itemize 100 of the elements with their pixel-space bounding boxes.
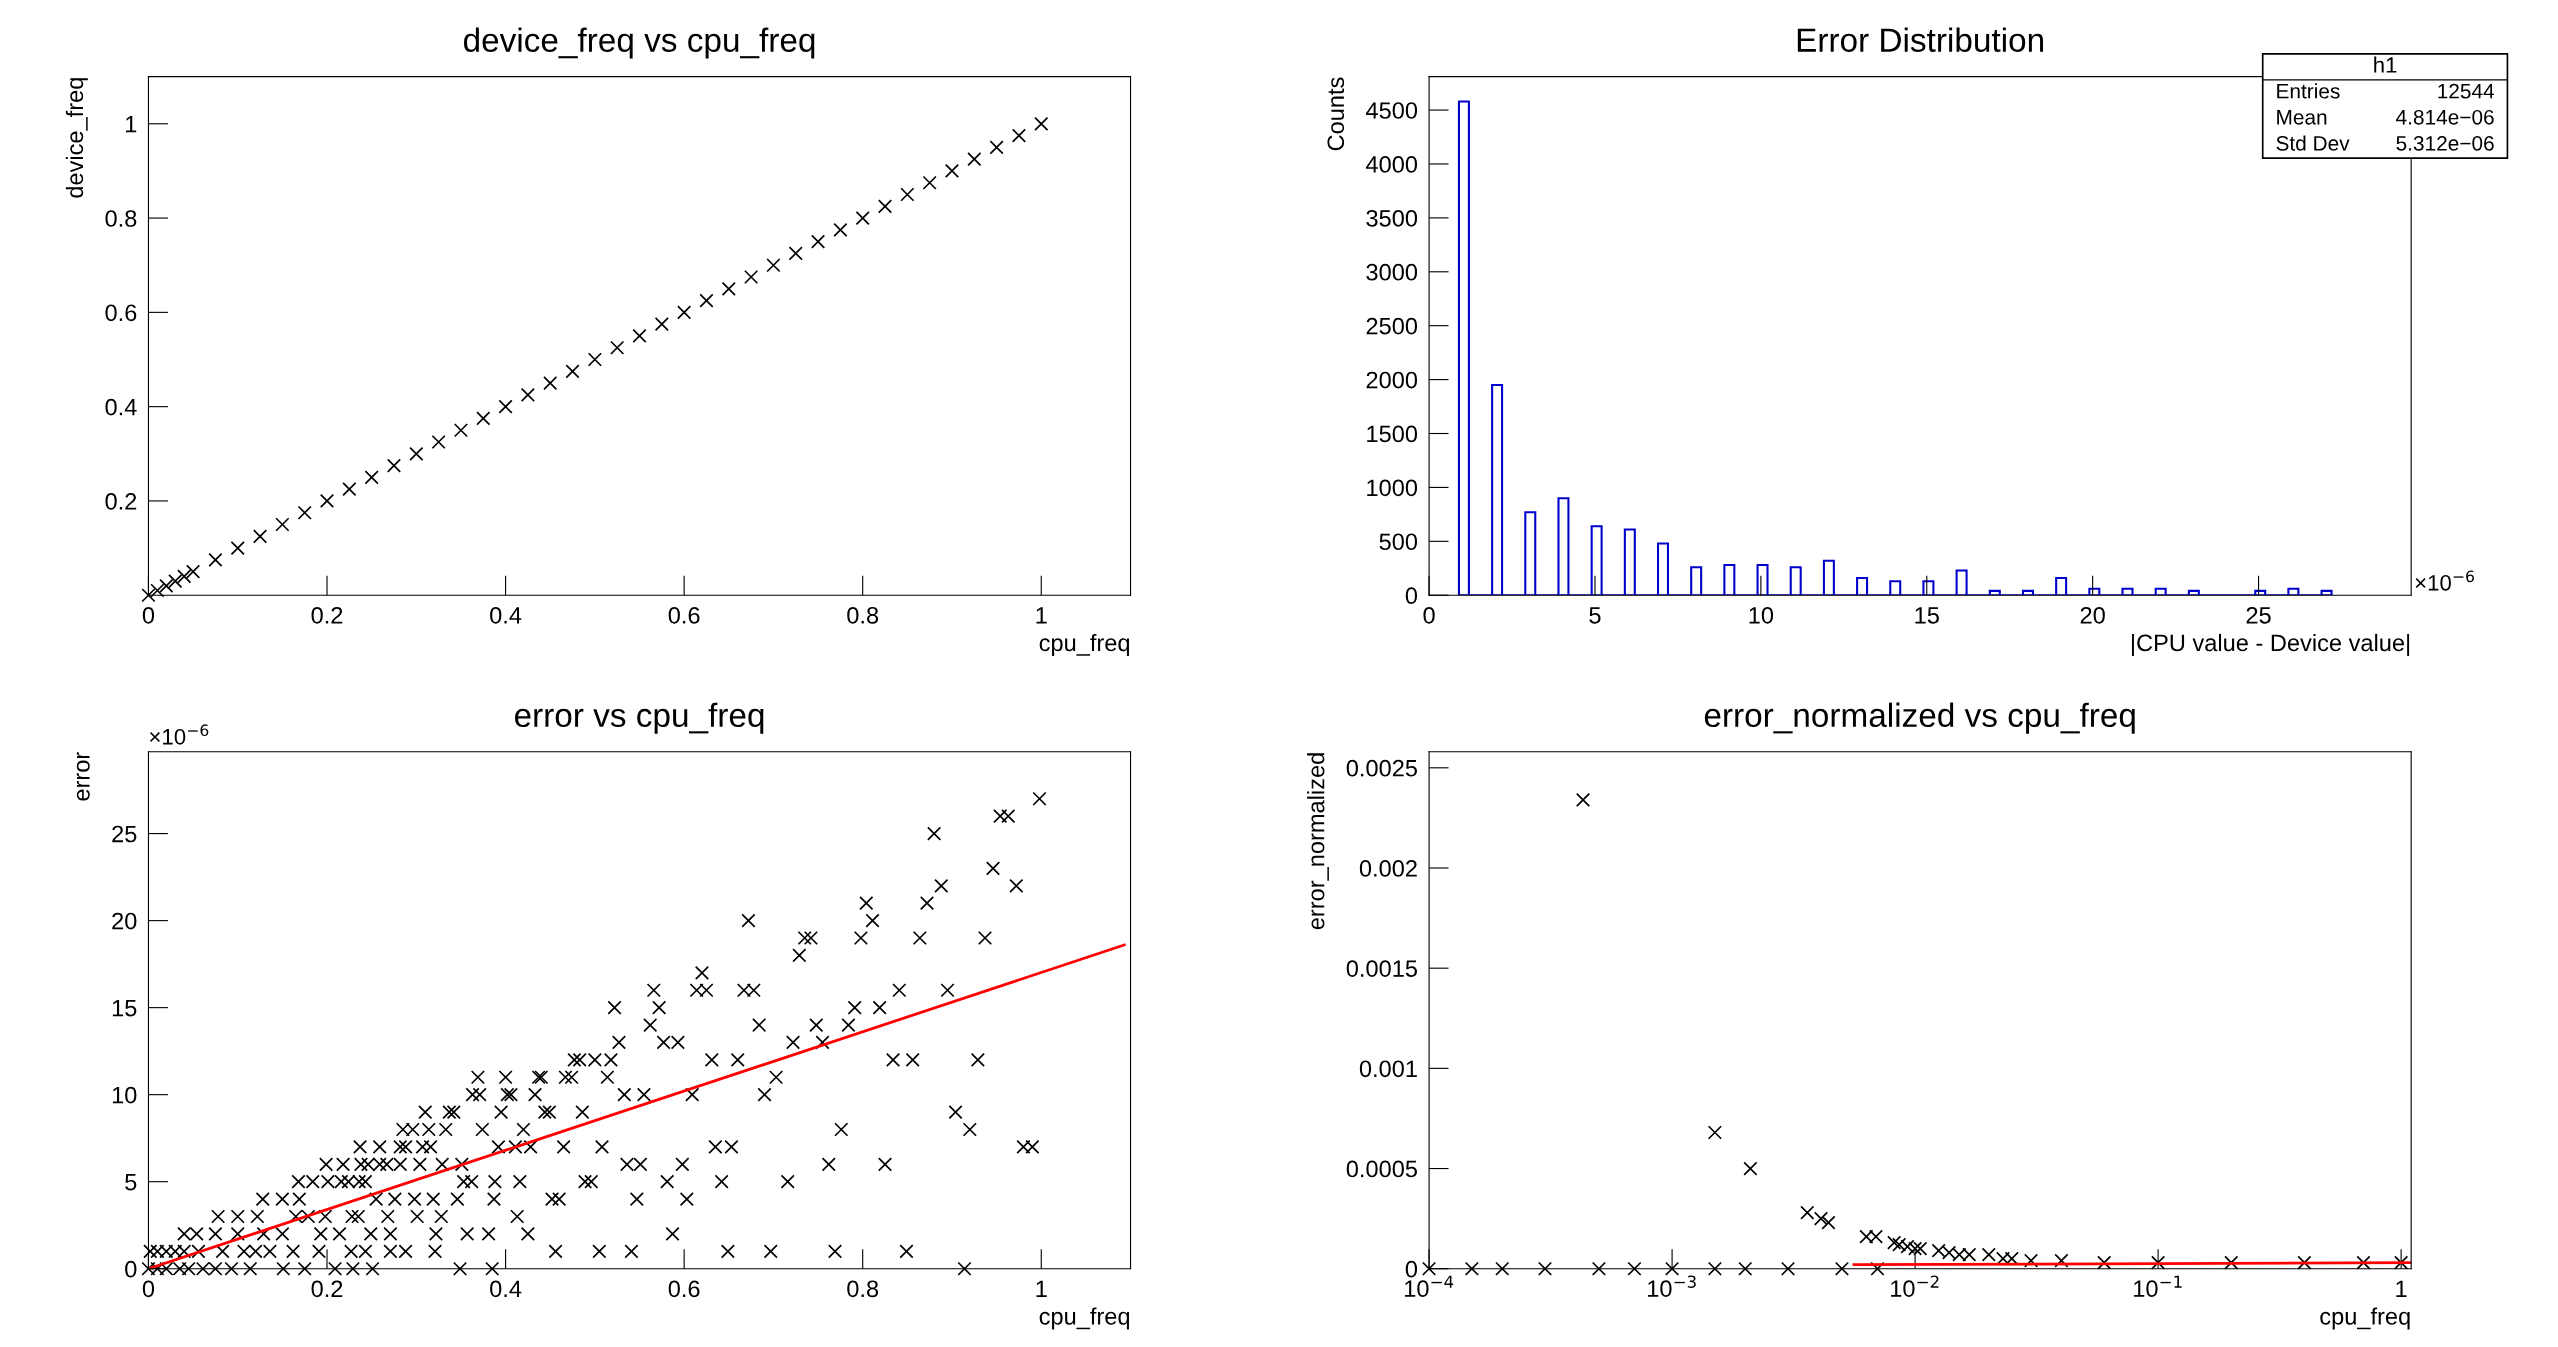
y-tick-label: 0.0015 [1346, 960, 1417, 977]
y-tick-label: 1 [126, 116, 137, 133]
point [788, 246, 803, 261]
y-tick-label: 4500 [1366, 102, 1418, 119]
point [1034, 116, 1049, 131]
y-axis-title: error [76, 752, 90, 801]
point [319, 493, 335, 509]
point [520, 387, 535, 402]
point [297, 505, 312, 520]
x-tick-label: 20 [2080, 606, 2105, 624]
point [900, 187, 915, 202]
y-tick-label: 2500 [1366, 317, 1418, 335]
point [632, 328, 647, 344]
chart-title: Error Distribution [1797, 27, 2044, 52]
text: 12544 [2438, 83, 2495, 99]
y-tick-label: 0.0005 [1346, 1160, 1417, 1178]
point [877, 199, 893, 214]
annotation: Std Dev [2276, 135, 2350, 151]
y-tick-label: 0.4 [105, 398, 137, 416]
point [855, 210, 870, 226]
x-tick-label: 0.8 [847, 1280, 879, 1298]
x-axis-title: |CPU value - Device value| [2132, 633, 2410, 657]
point [1011, 128, 1027, 143]
point [922, 175, 937, 190]
y-tick-label: 0 [125, 1260, 137, 1278]
point [386, 458, 402, 473]
y-tick-label: 15 [112, 999, 137, 1017]
x-axis-title: cpu_freq [1039, 1307, 1130, 1330]
x-tick-label: 0 [142, 1280, 155, 1298]
chart-title: error_normalized vs cpu_freq [1704, 702, 2135, 734]
point [342, 482, 357, 497]
x-tick-label: 0.6 [668, 1280, 700, 1298]
y-tick-label: 4000 [1366, 156, 1418, 173]
y-tick-label: 2000 [1366, 371, 1418, 389]
point [989, 140, 1004, 155]
point [431, 434, 446, 450]
x-tick-label: 1 [1036, 1280, 1047, 1297]
x-tick-label: 0.2 [311, 1280, 343, 1298]
point [721, 281, 736, 296]
point [833, 222, 848, 237]
x-tick-label: 1 [2396, 1280, 2407, 1297]
point [766, 258, 781, 273]
point [230, 540, 245, 556]
point [275, 517, 290, 532]
point [168, 573, 183, 589]
point [208, 552, 223, 567]
y-tick-label: 3000 [1366, 263, 1418, 281]
annotation: 4.814e−06 [2396, 109, 2494, 125]
y-tick-label: 1000 [1367, 479, 1418, 497]
x-axis-title: cpu_freq [2320, 1307, 2410, 1330]
x-axis-title: cpu_freq [1039, 633, 1130, 656]
y-axis-title: device_freq [65, 78, 88, 198]
y-axis-title: error_normalized [1307, 753, 1329, 930]
point [252, 529, 268, 544]
point [587, 352, 602, 367]
x-tick-label: 10$^{−2}$ [1891, 1275, 1939, 1297]
point [654, 317, 669, 332]
x-tick-label: 5 [1589, 607, 1601, 624]
point [476, 411, 491, 426]
annotation: 5.312e−06 [2396, 135, 2494, 151]
y-tick-label: 0 [1405, 587, 1418, 605]
point [498, 399, 513, 414]
x-tick-label: 0.4 [490, 1280, 522, 1298]
x-tick-label: 25 [2246, 606, 2271, 624]
text: ×10$^{−6}$ [150, 724, 209, 745]
point [565, 364, 580, 379]
x-tick-label: 10 [1749, 606, 1774, 624]
y-tick-label: 0.8 [105, 210, 137, 227]
point [409, 446, 424, 461]
point [967, 152, 982, 167]
y-tick-label: 0.002 [1359, 860, 1417, 877]
text: ×10$^{−6}$ [2415, 570, 2474, 591]
x-tick-label: 0 [142, 606, 155, 624]
x-tick-label: 15 [1915, 607, 1939, 624]
point [177, 569, 192, 584]
x-tick-label: 0.6 [668, 606, 700, 624]
y-tick-label: 25 [112, 825, 137, 843]
y-tick-label: 5 [125, 1174, 137, 1191]
point [453, 423, 469, 438]
point [364, 470, 379, 485]
annotation: Entries [2277, 83, 2340, 99]
y-tick-label: 1500 [1367, 425, 1418, 443]
x-tick-label: 0 [1423, 606, 1435, 624]
point [810, 234, 826, 249]
x-tick-label: 10$^{−3}$ [1648, 1275, 1696, 1297]
x-tick-label: 1 [1036, 607, 1047, 624]
y-tick-label: 500 [1379, 533, 1418, 551]
annotation: Mean [2277, 110, 2327, 125]
chart-title: error vs cpu_freq [514, 702, 764, 734]
point [744, 269, 759, 285]
text: h1 [2374, 56, 2397, 73]
y-tick-label: 3500 [1366, 209, 1418, 227]
x-tick-label: 0.4 [490, 606, 522, 624]
y-axis-title: Counts [1327, 77, 1345, 151]
point [186, 564, 201, 579]
y-tick-label: 10 [112, 1086, 137, 1104]
y-tick-label: 0.0025 [1346, 759, 1417, 777]
point [159, 578, 174, 593]
point [699, 293, 714, 308]
y-tick-label: 20 [112, 912, 137, 930]
